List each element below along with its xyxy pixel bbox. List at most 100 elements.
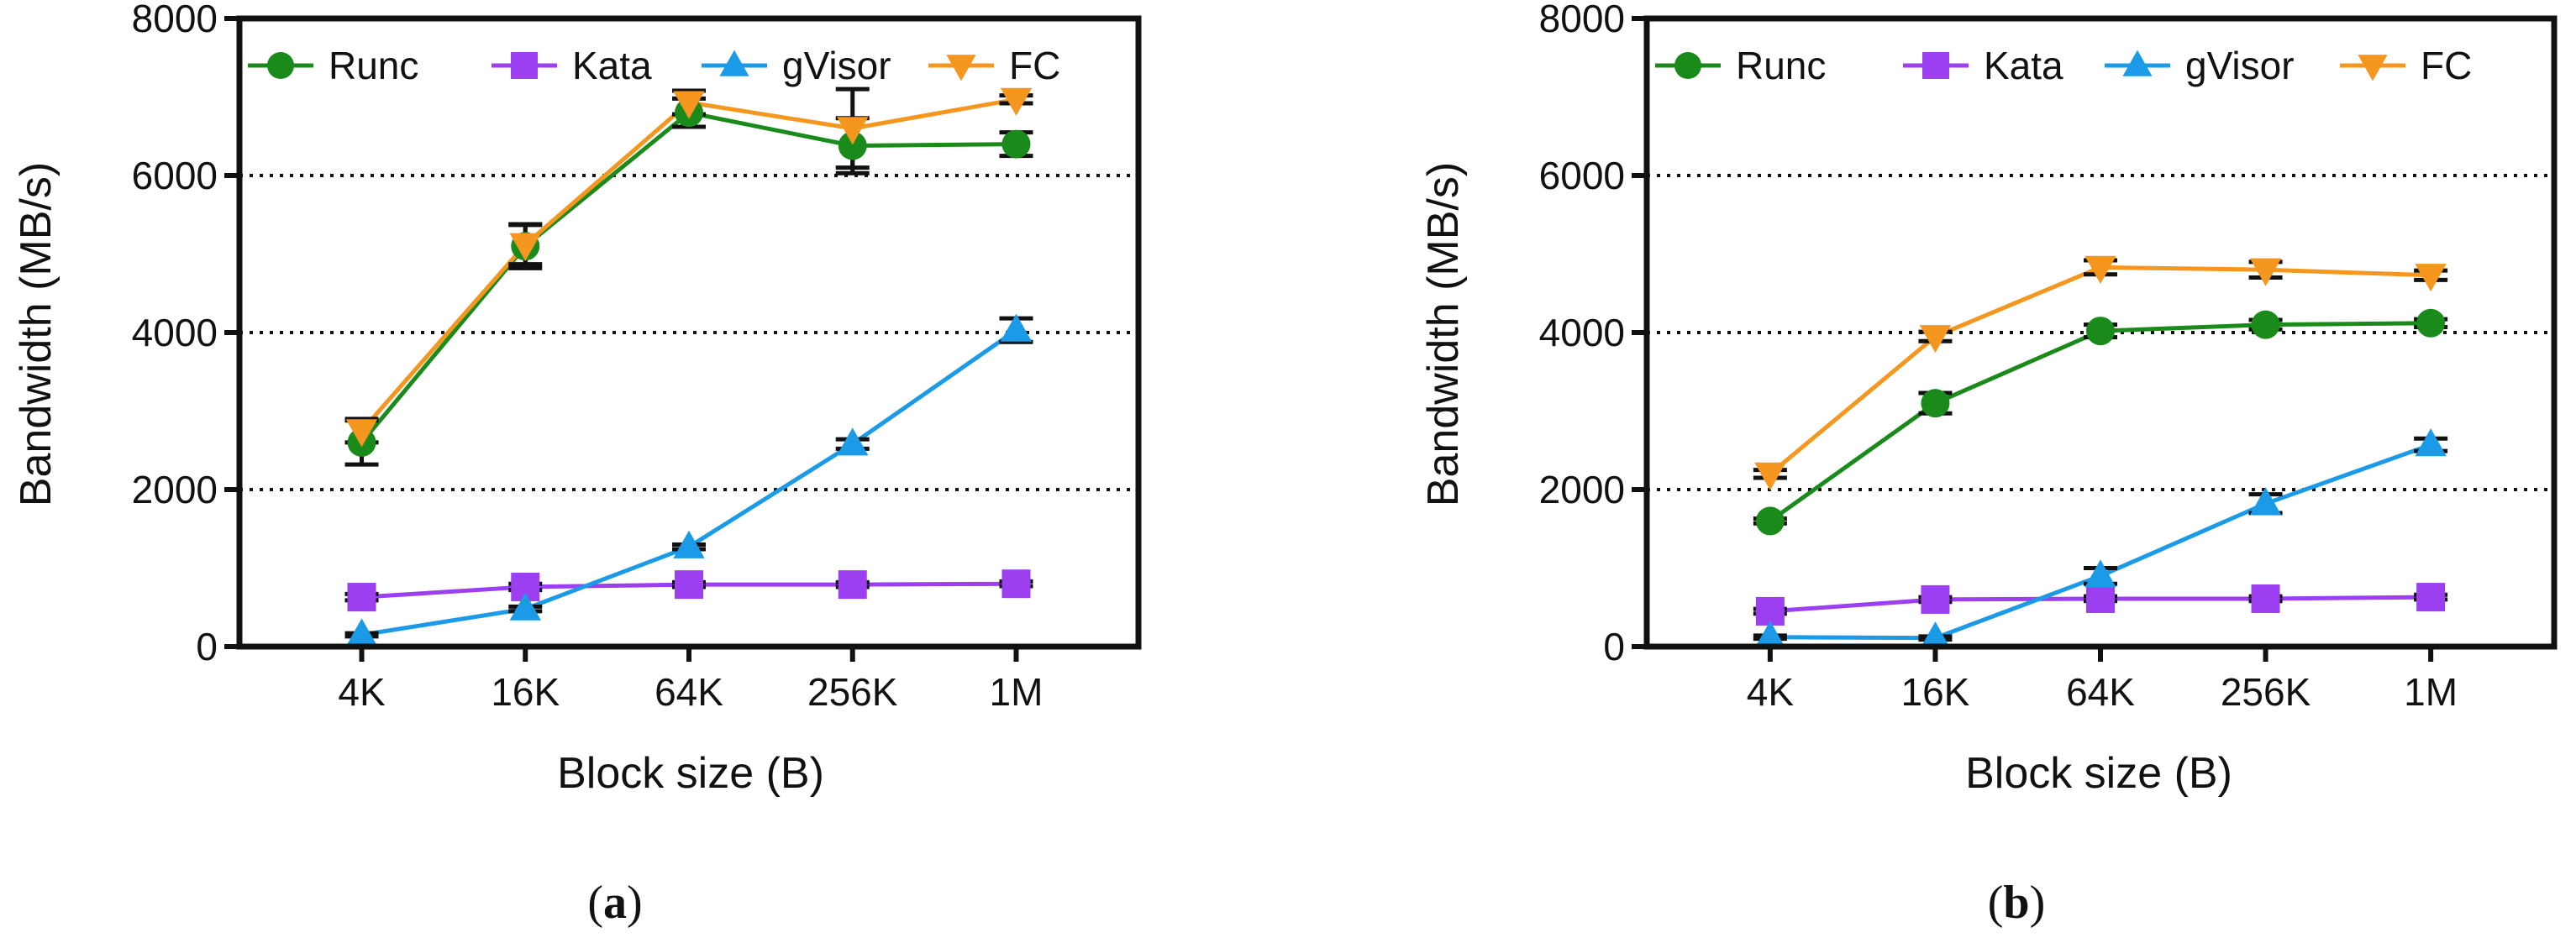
- panel-b-point-fc-1: [1919, 325, 1952, 354]
- panel-b-legend-fc-label: FC: [2421, 44, 2472, 87]
- panel-b-point-runc-2: [2086, 317, 2115, 346]
- panel-a-point-runc-4: [1001, 129, 1031, 159]
- panel-b-x-tick-label-16K: 16K: [1901, 670, 1970, 714]
- panel-a-point-fc-1: [509, 233, 541, 261]
- panel-b-caption-letter: b: [2003, 877, 2029, 929]
- panel-b-point-gvisor-1: [1919, 621, 1952, 650]
- panel-a-x-tick-label-16K: 16K: [491, 670, 560, 714]
- panel-a-legend-kata-marker: [511, 52, 538, 79]
- panel-b-legend-runc-marker: [1674, 52, 1701, 79]
- panel-b-legend-gvisor-label: gVisor: [2185, 44, 2295, 87]
- panel-a-legend-runc: Runc: [248, 44, 418, 87]
- panel-a-legend-kata: Kata: [492, 44, 652, 87]
- panel-a-y-tick-label-6000: 6000: [132, 154, 218, 197]
- panel-a-x-axis-title: Block size (B): [557, 749, 824, 798]
- panel-b-legend-gvisor-marker: [2122, 50, 2153, 76]
- panel-a-point-gvisor-4: [1000, 313, 1033, 342]
- panel-b-x-axis-title: Block size (B): [1965, 749, 2232, 798]
- panel-b-caption: (b): [1988, 877, 2045, 929]
- panel-b-x-tick-label-256K: 256K: [2221, 670, 2311, 714]
- panel-a-x-tick-label-4K: 4K: [338, 670, 386, 714]
- panel-a-x-tick-label-256K: 256K: [807, 670, 898, 714]
- panel-b-legend-kata-marker: [1922, 52, 1949, 79]
- panel-a-legend-gvisor-label: gVisor: [782, 44, 891, 87]
- panel-b-y-tick-label-0: 0: [1603, 625, 1625, 668]
- panel-b-legend-fc-marker: [2358, 55, 2388, 81]
- panel-b-point-runc-1: [1921, 389, 1950, 418]
- panel-a-point-kata-2: [675, 570, 703, 600]
- panel-a-point-fc-2: [673, 91, 705, 119]
- panel-b-point-kata-4: [2416, 583, 2446, 612]
- panel-b-point-fc-0: [1754, 462, 1786, 490]
- panel-a-legend-fc-marker: [946, 55, 976, 81]
- panel-b-legend-fc: FC: [2340, 44, 2472, 87]
- panel-a-y-axis-title: Bandwidth (MB/s): [12, 162, 60, 506]
- panel-b-y-tick-label-8000: 8000: [1539, 0, 1625, 40]
- panel-a-point-fc-0: [345, 419, 378, 448]
- panel-b-legend: Runc Kata gVisor FC: [1655, 44, 2472, 87]
- panel-b-series: [1753, 255, 2448, 650]
- panel-b-point-gvisor-3: [2249, 487, 2282, 516]
- panel-a-legend-runc-label: Runc: [329, 44, 418, 87]
- panel-a-point-gvisor-2: [673, 530, 705, 558]
- panel-b-point-gvisor-2: [2084, 559, 2116, 588]
- panel-a-series: [344, 86, 1033, 647]
- panel-a-legend: Runc Kata gVisor FC: [248, 44, 1060, 87]
- panel-b-y-tick-label-4000: 4000: [1539, 311, 1625, 354]
- panel-a-legend-gvisor: gVisor: [702, 44, 891, 87]
- panel-a-legend-fc-label: FC: [1009, 44, 1060, 87]
- panel-b-legend-kata: Kata: [1903, 44, 2063, 87]
- panel-b-point-kata-3: [2251, 584, 2280, 613]
- panel-a-point-fc-3: [837, 117, 869, 145]
- panel-b-x-tick-label-4K: 4K: [1747, 670, 1795, 714]
- panel-a-legend-gvisor-marker: [719, 50, 749, 76]
- panel-a-x-tick-label-64K: 64K: [655, 670, 723, 714]
- panel-b-y-tick-label-6000: 6000: [1539, 154, 1625, 197]
- panel-a-series-runc-line: [360, 110, 1017, 444]
- panel-a-legend-kata-label: Kata: [572, 44, 652, 87]
- panel-a-gridlines: [239, 174, 1138, 491]
- panel-b-point-runc-0: [1755, 506, 1785, 536]
- panel-a-point-runc-3: [838, 131, 867, 160]
- panel-a-point-fc-4: [1000, 87, 1033, 116]
- panel-a-point-gvisor-1: [509, 592, 541, 621]
- panel-b-axes: 0 2000 4000 6000 8000 4K 16K 64K 256K 1M: [1539, 0, 2558, 714]
- panel-b-legend-runc-label: Runc: [1736, 44, 1826, 87]
- panel-b-legend-runc: Runc: [1655, 44, 1826, 87]
- panel-a-point-kata-4: [1001, 569, 1031, 599]
- panel-a-point-kata-0: [347, 583, 376, 612]
- panel-a-y-tick-label-0: 0: [196, 625, 218, 668]
- panel-b-legend-kata-label: Kata: [1984, 44, 2063, 87]
- panel-b-series-runc-line: [1769, 321, 2431, 523]
- panel-a-series-fc-line: [360, 97, 1017, 432]
- panel-b: 0 2000 4000 6000 8000 4K 16K 64K 256K 1M Runc Kata…: [1419, 0, 2558, 929]
- panel-a-y-tick-label-2000: 2000: [132, 468, 218, 511]
- panel-b-point-fc-4: [2415, 264, 2447, 292]
- panel-a-caption: (a): [587, 877, 642, 929]
- panel-a-legend-runc-marker: [267, 52, 294, 79]
- panel-b-series-fc-line: [1769, 265, 2431, 476]
- panel-b-y-tick-label-2000: 2000: [1539, 468, 1625, 511]
- panel-a-point-kata-3: [838, 570, 867, 600]
- panel-a: 0 2000 4000 6000 8000 4K 16K 64K 256K 1M Runc Kata…: [12, 0, 1142, 929]
- panel-b-legend-gvisor: gVisor: [2105, 44, 2295, 87]
- panel-a-point-gvisor-3: [837, 427, 869, 456]
- panel-a-legend-fc: FC: [928, 44, 1060, 87]
- panel-a-caption-letter: a: [603, 877, 627, 929]
- panel-b-point-gvisor-4: [2415, 428, 2447, 457]
- panel-b-x-tick-label-64K: 64K: [2066, 670, 2135, 714]
- panel-b-x-tick-label-1M: 1M: [2404, 670, 2458, 714]
- panel-b-point-runc-3: [2251, 310, 2280, 339]
- panel-a-x-tick-label-1M: 1M: [990, 670, 1044, 714]
- panel-b-point-kata-1: [1921, 584, 1950, 614]
- panel-a-axes: 0 2000 4000 6000 8000 4K 16K 64K 256K 1M: [132, 0, 1142, 714]
- panel-b-point-runc-4: [2416, 308, 2446, 338]
- panel-b-point-fc-2: [2084, 255, 2116, 284]
- panel-a-point-gvisor-0: [345, 618, 378, 647]
- panel-b-point-gvisor-0: [1754, 621, 1786, 649]
- panel-b-point-kata-2: [2086, 584, 2115, 613]
- panel-a-y-tick-label-4000: 4000: [132, 311, 218, 354]
- panel-b-point-fc-3: [2249, 258, 2282, 286]
- panel-b-y-axis-title: Bandwidth (MB/s): [1419, 162, 1468, 506]
